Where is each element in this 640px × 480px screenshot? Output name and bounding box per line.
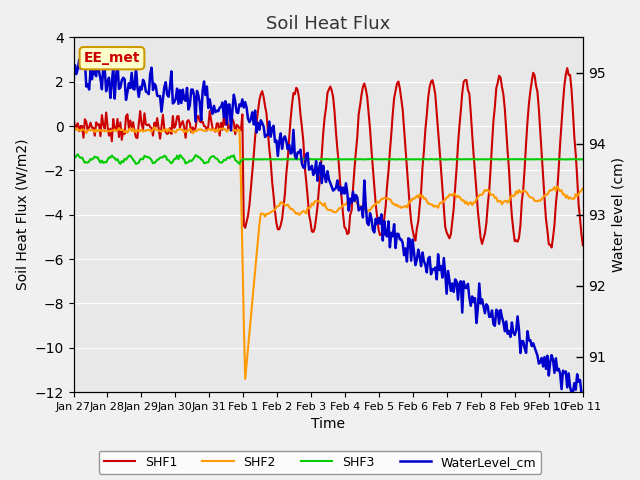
WaterLevel_cm — [134, 84, 141, 90]
SHF1 — [548, 245, 556, 251]
Line: WaterLevel_cm: WaterLevel_cm — [74, 55, 583, 401]
SHF2 — [240, 318, 248, 324]
WaterLevel_cm — [240, 105, 248, 110]
WaterLevel_cm — [70, 77, 77, 83]
SHF1 — [132, 134, 140, 140]
SHF2 — [579, 186, 587, 192]
SHF2 — [250, 283, 257, 289]
SHF3 — [70, 156, 77, 162]
Legend: SHF1, SHF2, SHF3, WaterLevel_cm: SHF1, SHF2, SHF3, WaterLevel_cm — [99, 451, 541, 474]
SHF3 — [295, 156, 303, 162]
X-axis label: Time: Time — [311, 418, 345, 432]
SHF2 — [241, 376, 249, 382]
SHF3 — [554, 156, 561, 162]
Line: SHF3: SHF3 — [74, 154, 583, 164]
Line: SHF2: SHF2 — [74, 127, 583, 379]
SHF1 — [563, 65, 571, 71]
SHF3 — [225, 155, 232, 160]
SHF3 — [135, 160, 143, 166]
WaterLevel_cm — [223, 121, 230, 127]
Line: SHF1: SHF1 — [74, 68, 583, 248]
SHF1 — [221, 122, 229, 128]
SHF1 — [239, 111, 246, 117]
SHF3 — [74, 151, 82, 157]
SHF2 — [554, 184, 561, 190]
Text: EE_met: EE_met — [84, 51, 140, 65]
SHF1 — [579, 242, 587, 248]
SHF1 — [70, 112, 77, 118]
WaterLevel_cm — [579, 398, 587, 404]
SHF2 — [150, 124, 158, 130]
SHF2 — [223, 129, 230, 134]
SHF3 — [579, 156, 587, 162]
Y-axis label: Water level (cm): Water level (cm) — [611, 157, 625, 272]
Title: Soil Heat Flux: Soil Heat Flux — [266, 15, 390, 33]
SHF1 — [552, 201, 560, 206]
Y-axis label: Soil Heat Flux (W/m2): Soil Heat Flux (W/m2) — [15, 139, 29, 290]
SHF2 — [295, 212, 303, 218]
SHF2 — [70, 128, 77, 133]
WaterLevel_cm — [248, 109, 256, 115]
WaterLevel_cm — [294, 150, 301, 156]
SHF3 — [241, 156, 249, 162]
SHF3 — [250, 156, 257, 162]
WaterLevel_cm — [94, 52, 102, 58]
SHF2 — [132, 129, 140, 135]
SHF1 — [247, 186, 255, 192]
SHF3 — [132, 161, 140, 167]
WaterLevel_cm — [552, 356, 560, 361]
SHF1 — [292, 85, 300, 91]
